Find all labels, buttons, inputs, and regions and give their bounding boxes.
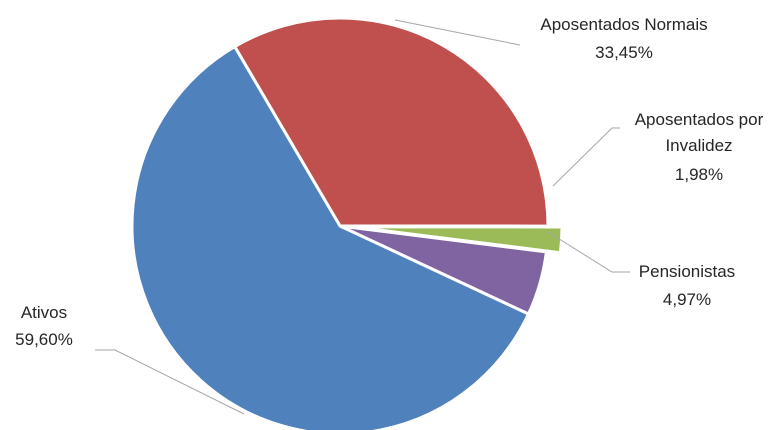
label-aposentados-invalidez-percent: 1,98%: [675, 165, 723, 184]
leader-line-aposentados-normais: [394, 19, 521, 46]
label-ativos-percent: 59,60%: [15, 330, 73, 349]
leader-line-aposentados-invalidez: [552, 127, 620, 187]
data-labels: Aposentados Normais 33,45% Aposentados p…: [15, 15, 763, 349]
label-aposentados-normais-percent: 33,45%: [595, 43, 653, 62]
label-aposentados-invalidez-name-line2: Invalidez: [665, 136, 732, 155]
label-aposentados-normais-name: Aposentados Normais: [540, 15, 707, 34]
leader-lines: [95, 19, 630, 415]
pie-slice-aposentados-normais: [233, 16, 550, 228]
label-ativos-name: Ativos: [21, 303, 67, 322]
label-aposentados-invalidez-name-line1: Aposentados por: [635, 110, 764, 129]
label-pensionistas-percent: 4,97%: [663, 290, 711, 309]
leader-line-ativos: [95, 349, 245, 415]
pie-slice-ativos: [130, 45, 530, 430]
leader-line-pensionistas: [547, 231, 630, 273]
pie-slices: [130, 16, 564, 430]
label-pensionistas-name: Pensionistas: [639, 262, 735, 281]
